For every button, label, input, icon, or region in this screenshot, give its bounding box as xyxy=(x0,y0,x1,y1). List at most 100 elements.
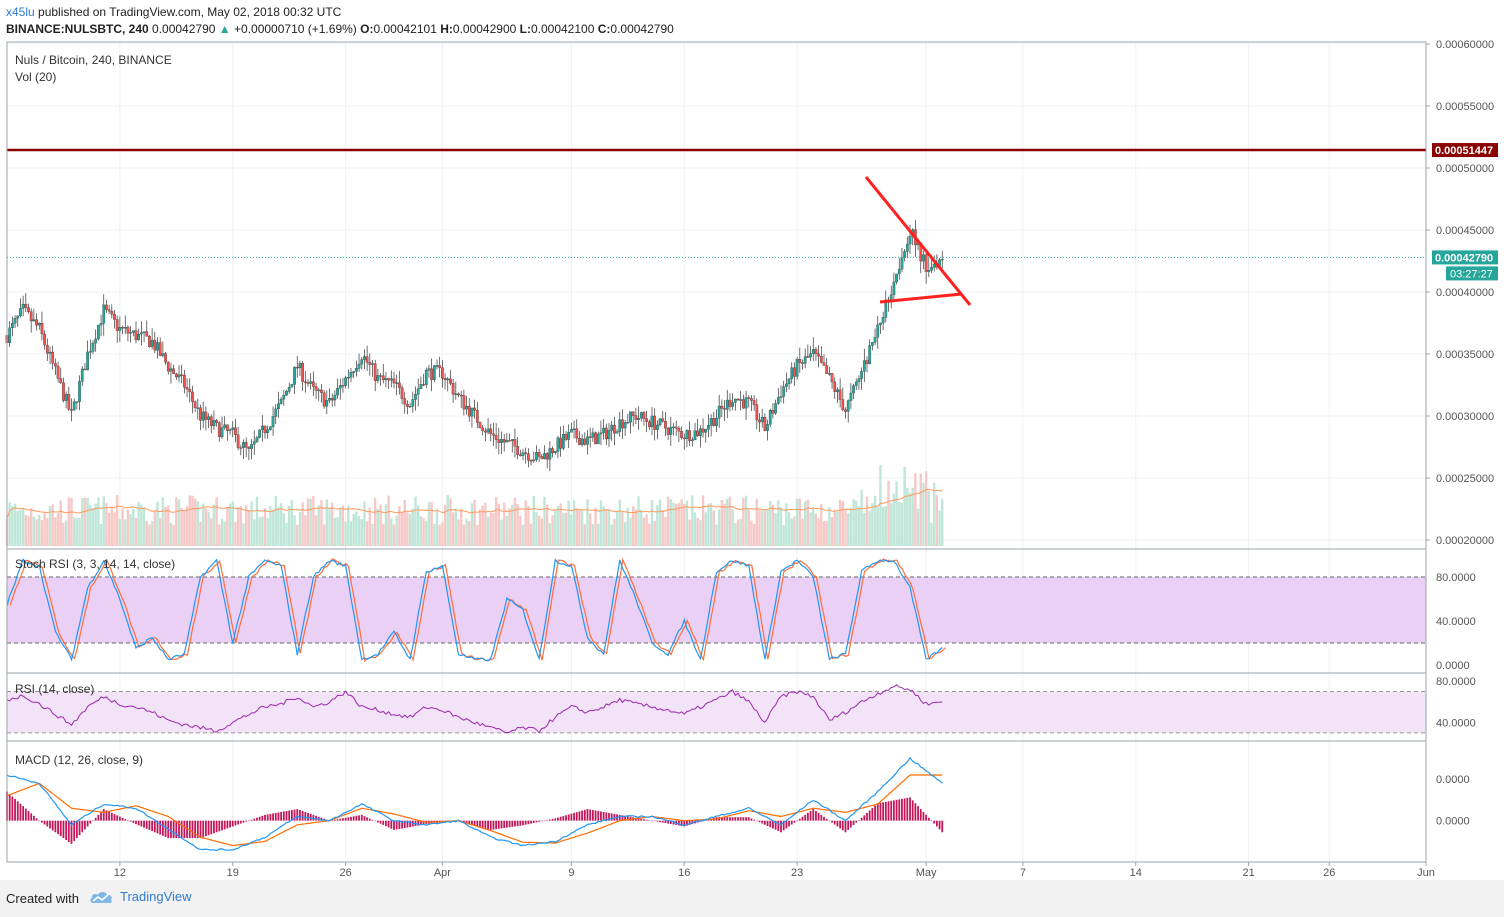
macd-hist-bar-247 xyxy=(669,820,672,825)
candle-307 xyxy=(830,373,834,389)
candle-159 xyxy=(432,364,436,383)
candle-body-58 xyxy=(161,353,165,356)
candle-body-134 xyxy=(365,356,369,363)
macd-hist-bar-84 xyxy=(231,820,234,827)
volume-bar-53 xyxy=(148,524,151,546)
macd-hist-bar-83 xyxy=(229,820,231,828)
candle-body-236 xyxy=(639,412,643,419)
volume-bar-271 xyxy=(734,522,737,546)
candle-26 xyxy=(75,401,79,410)
candle-body-259 xyxy=(701,428,705,433)
macd-hist-bar-222 xyxy=(602,811,605,821)
candle-203 xyxy=(551,446,554,458)
macd-hist-bar-80 xyxy=(221,820,223,831)
volume-bar-174 xyxy=(473,499,476,546)
candle-body-288 xyxy=(779,396,783,398)
chart-canvas[interactable]: 0.00060000 0.00055000 0.00050000 0.00045000… xyxy=(0,0,1504,880)
author-link[interactable]: x45lu xyxy=(6,5,35,19)
candle-body-244 xyxy=(661,418,665,422)
volume-bar-229 xyxy=(621,511,624,546)
candle-111 xyxy=(303,370,307,393)
volume-bar-276 xyxy=(747,509,750,546)
macd-hist-bar-323 xyxy=(874,805,876,821)
volume-bar-222 xyxy=(602,506,605,546)
candle-body-119 xyxy=(325,400,329,407)
candle-body-108 xyxy=(295,366,299,369)
macd-hist-bar-193 xyxy=(524,820,527,825)
candlesticks xyxy=(5,219,944,472)
macd-hist-bar-52 xyxy=(145,820,148,829)
macd-signal-line xyxy=(6,774,943,847)
candle-body-20 xyxy=(59,378,63,383)
macd-hist-bar-230 xyxy=(624,815,627,821)
volume-bar-346 xyxy=(935,495,939,546)
candle-body-44 xyxy=(123,327,127,329)
volume-bar-294 xyxy=(795,498,799,546)
volume-bar-325 xyxy=(879,465,882,546)
macd-hist-bar-326 xyxy=(882,802,885,821)
volume-bar-9 xyxy=(29,508,33,546)
close-value: 0.00042790 xyxy=(610,22,674,36)
candle-body-213 xyxy=(578,437,581,446)
macd-hist-bar-270 xyxy=(731,817,734,821)
volume-bar-249 xyxy=(674,503,678,546)
candle-8 xyxy=(27,303,30,314)
candle-body-336 xyxy=(908,236,912,245)
volume-bar-126 xyxy=(344,521,347,546)
candle-316 xyxy=(854,378,858,390)
volume-bar-67 xyxy=(185,506,189,546)
macd-hist-bar-269 xyxy=(729,817,731,821)
volume-bar-289 xyxy=(782,524,785,546)
candle-body-322 xyxy=(871,342,874,346)
volume-bar-193 xyxy=(524,500,527,546)
candle-body-28 xyxy=(80,368,84,382)
candle-257 xyxy=(696,418,700,438)
candle-body-132 xyxy=(360,359,364,365)
macd-hist-bar-147 xyxy=(401,820,403,829)
macd-hist-bar-314 xyxy=(849,820,852,828)
candle-228 xyxy=(618,411,622,437)
candle-37 xyxy=(105,299,108,313)
candle-body-268 xyxy=(725,399,729,410)
candle-266 xyxy=(720,399,724,417)
candle-body-96 xyxy=(263,425,267,434)
candle-body-256 xyxy=(693,430,697,441)
volume-bar-56 xyxy=(156,501,159,546)
volume-bar-175 xyxy=(476,524,479,546)
macd-hist-bar-63 xyxy=(175,820,178,839)
tradingview-brand-link[interactable]: TradingView xyxy=(88,889,192,904)
candle-body-2 xyxy=(11,323,14,329)
candle-body-128 xyxy=(349,372,353,378)
candle-198 xyxy=(537,448,541,462)
volume-bar-237 xyxy=(642,517,646,546)
volume-bar-149 xyxy=(406,512,409,546)
macd-hist-bar-2 xyxy=(11,796,14,821)
candle-21 xyxy=(62,377,65,403)
candle-192 xyxy=(521,448,525,461)
volume-bar-119 xyxy=(325,499,329,546)
macd-hist-bar-36 xyxy=(102,809,105,821)
candle-34 xyxy=(97,324,100,341)
candle-body-171 xyxy=(465,405,468,410)
candle-body-290 xyxy=(785,383,788,387)
macd-hist-bar-6 xyxy=(22,806,25,821)
candle-189 xyxy=(513,428,517,458)
candle-209 xyxy=(567,424,571,448)
candle-body-254 xyxy=(688,430,691,441)
macd-hist-bar-296 xyxy=(801,816,804,821)
volume-bar-301 xyxy=(814,513,818,546)
volume-bar-233 xyxy=(631,506,635,546)
candle-body-66 xyxy=(183,374,186,388)
macd-hist-bar-74 xyxy=(204,820,207,837)
volume-bar-320 xyxy=(865,496,869,546)
volume-bar-219 xyxy=(594,507,597,546)
macd-hist-bar-272 xyxy=(737,817,739,821)
volume-bar-7 xyxy=(24,514,28,546)
stoch-tick-label-1: 40.0000 xyxy=(1436,616,1476,628)
volume-bar-191 xyxy=(519,515,522,546)
candle-body-296 xyxy=(801,362,804,364)
candle-236 xyxy=(639,411,643,422)
volume-bar-106 xyxy=(290,499,294,546)
candle-155 xyxy=(422,373,425,387)
candle-body-343 xyxy=(927,270,931,272)
